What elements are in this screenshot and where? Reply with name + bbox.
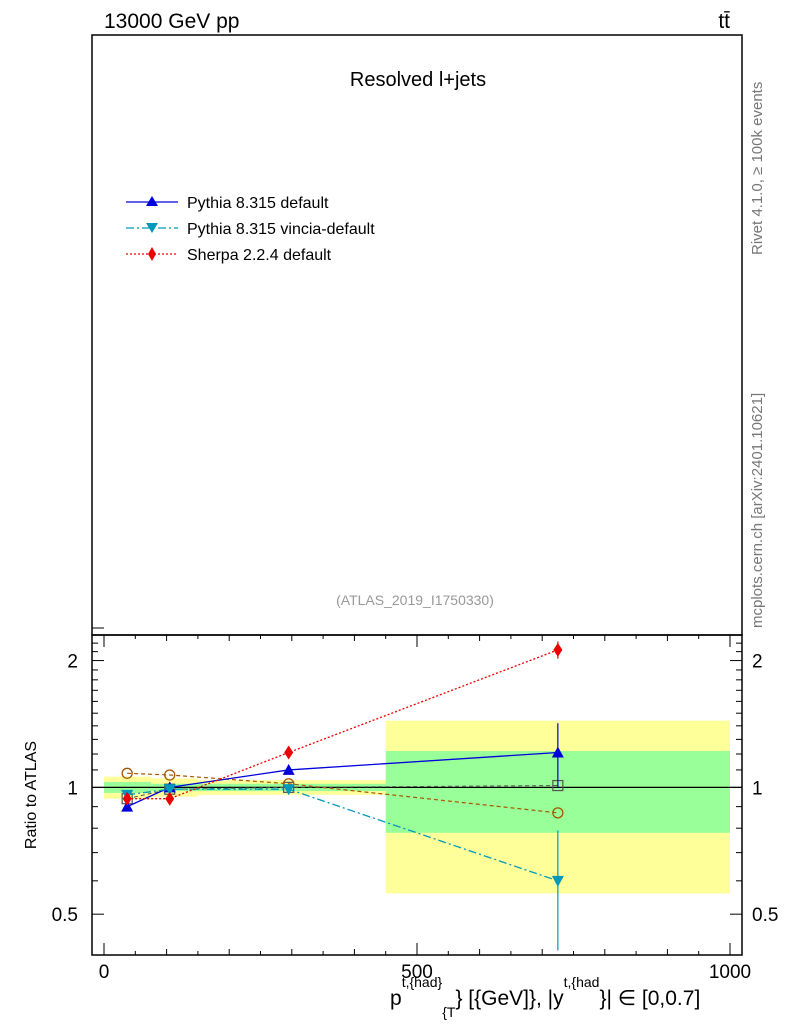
series-marker-1-2 <box>282 784 295 796</box>
x-axis-label: pt,{had}{T} [{GeV]}, |yt,{had}| ∈ [0,0.7… <box>390 974 700 1020</box>
process-label: tt̄ <box>718 10 730 33</box>
series-line-1 <box>127 788 559 882</box>
x-label-mid: } [{GeV]}, |y <box>455 987 564 1010</box>
legend-entry-pythia-vincia: Pythia 8.315 vincia-default <box>126 221 375 238</box>
legend-marker-sherpa <box>148 247 156 261</box>
y-tick-label-right-1: 1 <box>752 778 763 799</box>
x-tick-label-1: 500 <box>401 962 433 983</box>
series-marker-0-0 <box>121 800 134 812</box>
uncertainty-bands <box>104 720 730 894</box>
x-label-close1: } <box>438 974 443 990</box>
series-layer <box>121 641 564 951</box>
brown-point-1 <box>164 769 176 781</box>
data-line <box>127 785 558 800</box>
mcplots-label: mcplots.cern.ch [arXiv:2401.10621] <box>749 393 766 628</box>
legend-marker-pythia-default <box>146 196 158 206</box>
y-axis-ticks: 0.5 0.5 1 1 2 2 <box>52 634 778 956</box>
y-tick-label-right-2: 2 <box>752 652 763 673</box>
main-panel-frame <box>91 34 743 636</box>
x-tick-label-2: 1000 <box>709 962 751 983</box>
y-tick-label-left-1: 1 <box>67 778 78 799</box>
x-label-tail: }| ∈ [0,0.7] <box>599 987 700 1010</box>
legend-label-pythia-default: Pythia 8.315 default <box>187 195 329 212</box>
legend: Pythia 8.315 default Pythia 8.315 vincia… <box>126 195 375 264</box>
x-label-sup1: t,{had <box>402 974 438 990</box>
y-tick-label-left-0: 0.5 <box>52 905 78 926</box>
legend-entry-pythia-default: Pythia 8.315 default <box>126 195 329 212</box>
chart-title: Resolved l+jets <box>350 69 486 91</box>
series-marker-2-2 <box>284 745 294 760</box>
ratio-panel: 0 500 1000 0.5 0.5 1 1 2 2 <box>52 634 778 983</box>
y-tick-label-right-0: 0.5 <box>752 905 778 926</box>
x-tick-label-0: 0 <box>99 962 110 983</box>
brown-point-0 <box>121 767 133 779</box>
series-marker-1-3 <box>551 875 564 887</box>
y-tick-label-left-2: 2 <box>67 652 78 673</box>
brown-line <box>127 772 558 814</box>
x-label-main: p <box>390 987 402 1010</box>
series-marker-0-3 <box>551 746 564 758</box>
analysis-id: (ATLAS_2019_I1750330) <box>336 592 494 608</box>
x-label-sup2: t,{had <box>564 974 600 990</box>
y-axis-label: Ratio to ATLAS <box>23 741 40 849</box>
legend-entry-sherpa: Sherpa 2.2.4 default <box>126 247 332 264</box>
series-marker-2-1 <box>165 791 175 806</box>
legend-label-pythia-vincia: Pythia 8.315 vincia-default <box>187 221 375 238</box>
series-marker-2-3 <box>553 642 563 657</box>
series-marker-1-1 <box>163 784 176 796</box>
series-line-2 <box>127 649 559 800</box>
legend-marker-pythia-vincia <box>146 223 158 233</box>
series-marker-2-0 <box>122 791 132 806</box>
series-line-0 <box>126 751 558 808</box>
brown-point-3 <box>552 807 564 819</box>
rivet-version-label: Rivet 4.1.0, ≥ 100k events <box>749 82 766 255</box>
series-marker-0-2 <box>282 763 295 775</box>
legend-label-sherpa: Sherpa 2.2.4 default <box>187 247 332 264</box>
energy-label: 13000 GeV pp <box>104 10 239 33</box>
x-label-sub1: {T <box>442 1004 456 1020</box>
x-axis-ticks: 0 500 1000 <box>99 635 751 983</box>
